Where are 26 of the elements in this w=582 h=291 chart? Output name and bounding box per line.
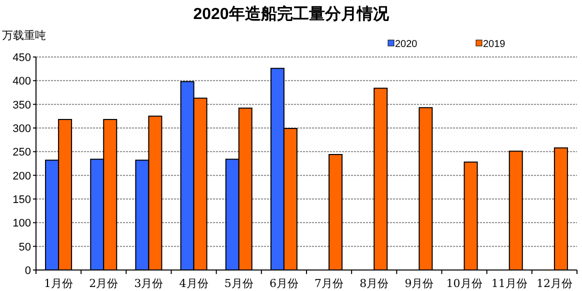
- y-tick-label: 0: [24, 265, 31, 277]
- y-tick-label: 400: [12, 76, 31, 88]
- x-tick-label: 3月份: [134, 277, 164, 290]
- chart-title: 2020年造船完工量分月情况: [193, 4, 390, 23]
- y-tick-label: 350: [12, 99, 31, 112]
- legend-label: 2019: [483, 39, 506, 50]
- x-tick-label: 4月份: [179, 277, 208, 290]
- x-tick-label: 9月份: [404, 277, 434, 290]
- x-tick-label: 1月份: [44, 277, 74, 290]
- x-tick-label: 2月份: [89, 277, 118, 290]
- y-tick-label: 250: [12, 146, 31, 159]
- y-tick-label: 450: [12, 52, 31, 64]
- y-tick-label: 100: [12, 218, 31, 230]
- legend-label: 2020: [395, 39, 418, 50]
- y-axis-title: 万载重吨: [2, 29, 46, 42]
- y-tick-label: 300: [12, 123, 31, 135]
- y-tick-label: 150: [12, 194, 31, 206]
- x-tick-label: 10月份: [446, 277, 482, 290]
- x-tick-label: 5月份: [224, 277, 254, 290]
- y-tick-label: 50: [18, 241, 31, 254]
- y-tick-label: 200: [12, 170, 31, 182]
- x-tick-label: 8月份: [360, 277, 389, 290]
- x-tick-label: 6月份: [269, 277, 298, 290]
- x-tick-label: 12月份: [536, 277, 572, 290]
- x-tick-label: 7月份: [314, 277, 344, 290]
- x-tick-label: 11月份: [491, 277, 528, 290]
